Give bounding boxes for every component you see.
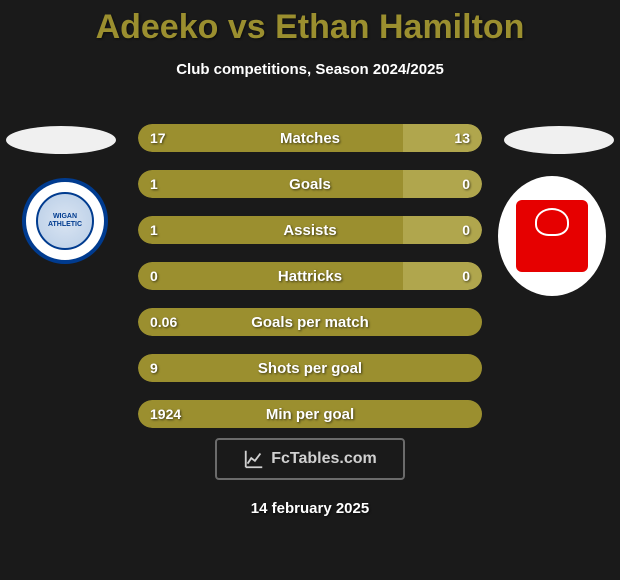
stat-value-left: 0 [150, 268, 158, 284]
right-team-badge [498, 176, 606, 296]
stat-row: 9 Shots per goal [138, 354, 482, 382]
stat-bar-left [138, 124, 403, 152]
left-team-badge-inner: WIGAN ATHLETIC [36, 192, 94, 250]
stat-value-left: 1 [150, 176, 158, 192]
stat-value-left: 0.06 [150, 314, 177, 330]
right-player-oval [504, 126, 614, 154]
chart-icon [243, 448, 265, 470]
stat-bar-right [403, 262, 482, 290]
snapshot-date: 14 february 2025 [251, 500, 369, 517]
stats-container: 17 Matches 13 1 Goals 0 1 Assists 0 0 Hattricks 0 0.… [138, 124, 482, 446]
stat-label: Min per goal [266, 406, 354, 423]
stat-label: Matches [280, 130, 340, 147]
stat-row: 0.06 Goals per match [138, 308, 482, 336]
stat-row: 1 Assists 0 [138, 216, 482, 244]
stat-row: 1 Goals 0 [138, 170, 482, 198]
brand-text: FcTables.com [271, 450, 377, 468]
stat-value-right: 0 [462, 222, 470, 238]
stat-bar-right [403, 170, 482, 198]
stat-row: 0 Hattricks 0 [138, 262, 482, 290]
stat-label: Goals [289, 176, 331, 193]
stat-value-right: 0 [462, 176, 470, 192]
stat-row: 17 Matches 13 [138, 124, 482, 152]
stat-row: 1924 Min per goal [138, 400, 482, 428]
stat-value-left: 9 [150, 360, 158, 376]
stat-label: Assists [283, 222, 336, 239]
stat-bar-left [138, 216, 403, 244]
stat-bar-right [403, 124, 482, 152]
left-team-badge: WIGAN ATHLETIC [22, 178, 108, 264]
season-subtitle: Club competitions, Season 2024/2025 [0, 61, 620, 78]
stat-bar-left [138, 170, 403, 198]
comparison-title: Adeeko vs Ethan Hamilton [0, 0, 620, 47]
stat-bar-right [403, 216, 482, 244]
right-team-badge-inner [516, 200, 588, 272]
stat-value-left: 17 [150, 130, 166, 146]
stat-value-left: 1924 [150, 406, 181, 422]
left-player-oval [6, 126, 116, 154]
stat-label: Goals per match [251, 314, 369, 331]
brand-footer: FcTables.com [215, 438, 405, 480]
stat-label: Hattricks [278, 268, 342, 285]
stat-label: Shots per goal [258, 360, 362, 377]
stat-value-left: 1 [150, 222, 158, 238]
stat-value-right: 0 [462, 268, 470, 284]
stat-value-right: 13 [454, 130, 470, 146]
stat-bar-left [138, 262, 403, 290]
